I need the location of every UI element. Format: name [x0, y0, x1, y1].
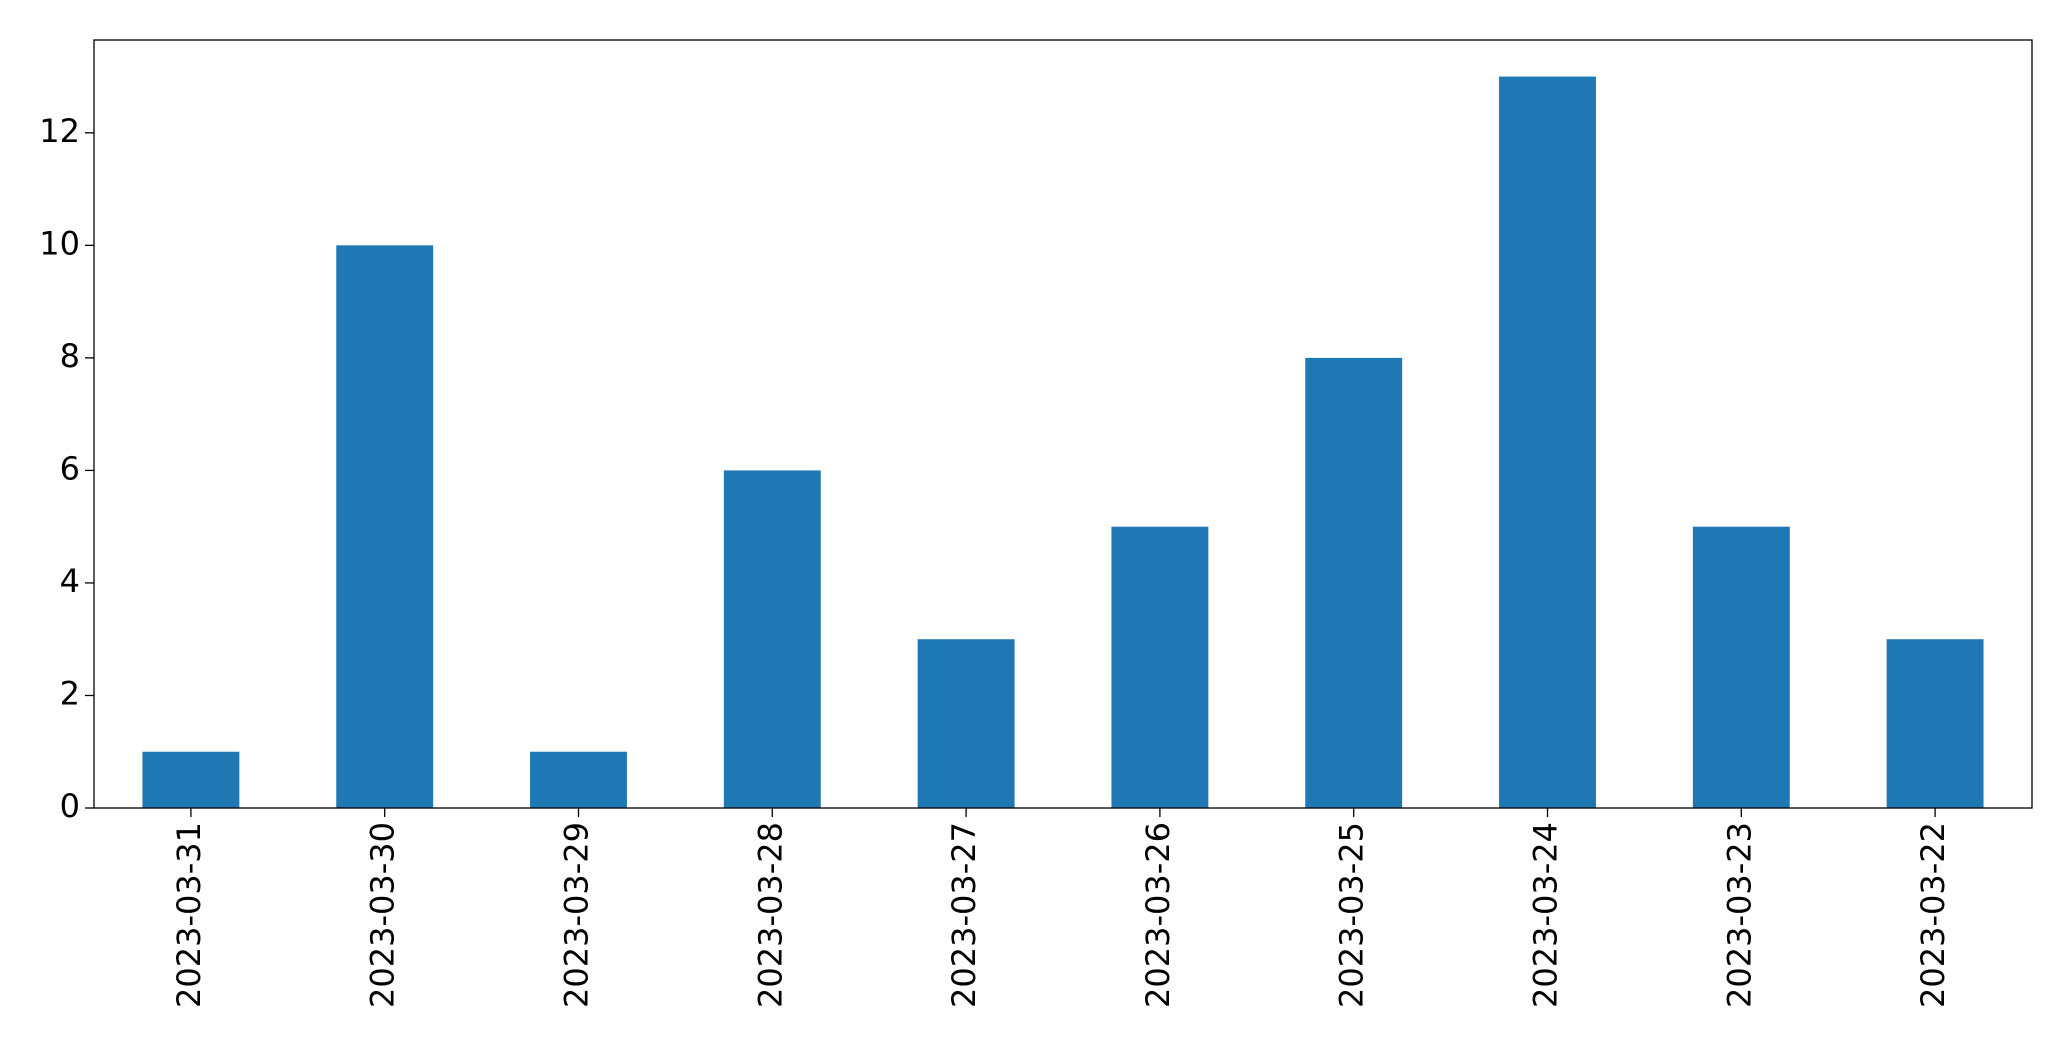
x-tick-label: 2023-03-24 [1527, 822, 1565, 1008]
x-tick-label: 2023-03-27 [945, 822, 983, 1008]
bar [1499, 76, 1596, 809]
y-tick-label: 8 [60, 337, 80, 375]
x-tick-label: 2023-03-22 [1914, 822, 1952, 1008]
bar [723, 470, 821, 808]
y-tick-label: 0 [60, 787, 80, 825]
x-tick-label: 2023-03-30 [364, 822, 402, 1008]
y-tick-label: 10 [39, 224, 80, 262]
bar [1305, 357, 1403, 808]
bar [917, 639, 1015, 808]
bar [1111, 526, 1209, 808]
x-tick-label: 2023-03-29 [558, 822, 596, 1008]
bar [142, 751, 240, 808]
bar [336, 245, 434, 808]
x-tick-label: 2023-03-28 [751, 822, 789, 1008]
x-tick-label: 2023-03-31 [170, 822, 208, 1008]
y-tick-label: 12 [39, 112, 80, 150]
y-tick-label: 6 [60, 449, 80, 487]
y-tick-label: 2 [60, 674, 80, 712]
plot-frame [93, 39, 2033, 809]
bar [1692, 526, 1790, 808]
bar [530, 751, 627, 808]
x-tick-label: 2023-03-25 [1333, 822, 1371, 1008]
bar [1886, 639, 1984, 808]
y-tick-label: 4 [60, 562, 80, 600]
x-tick-label: 2023-03-26 [1139, 822, 1177, 1008]
x-tick-label: 2023-03-23 [1720, 822, 1758, 1008]
